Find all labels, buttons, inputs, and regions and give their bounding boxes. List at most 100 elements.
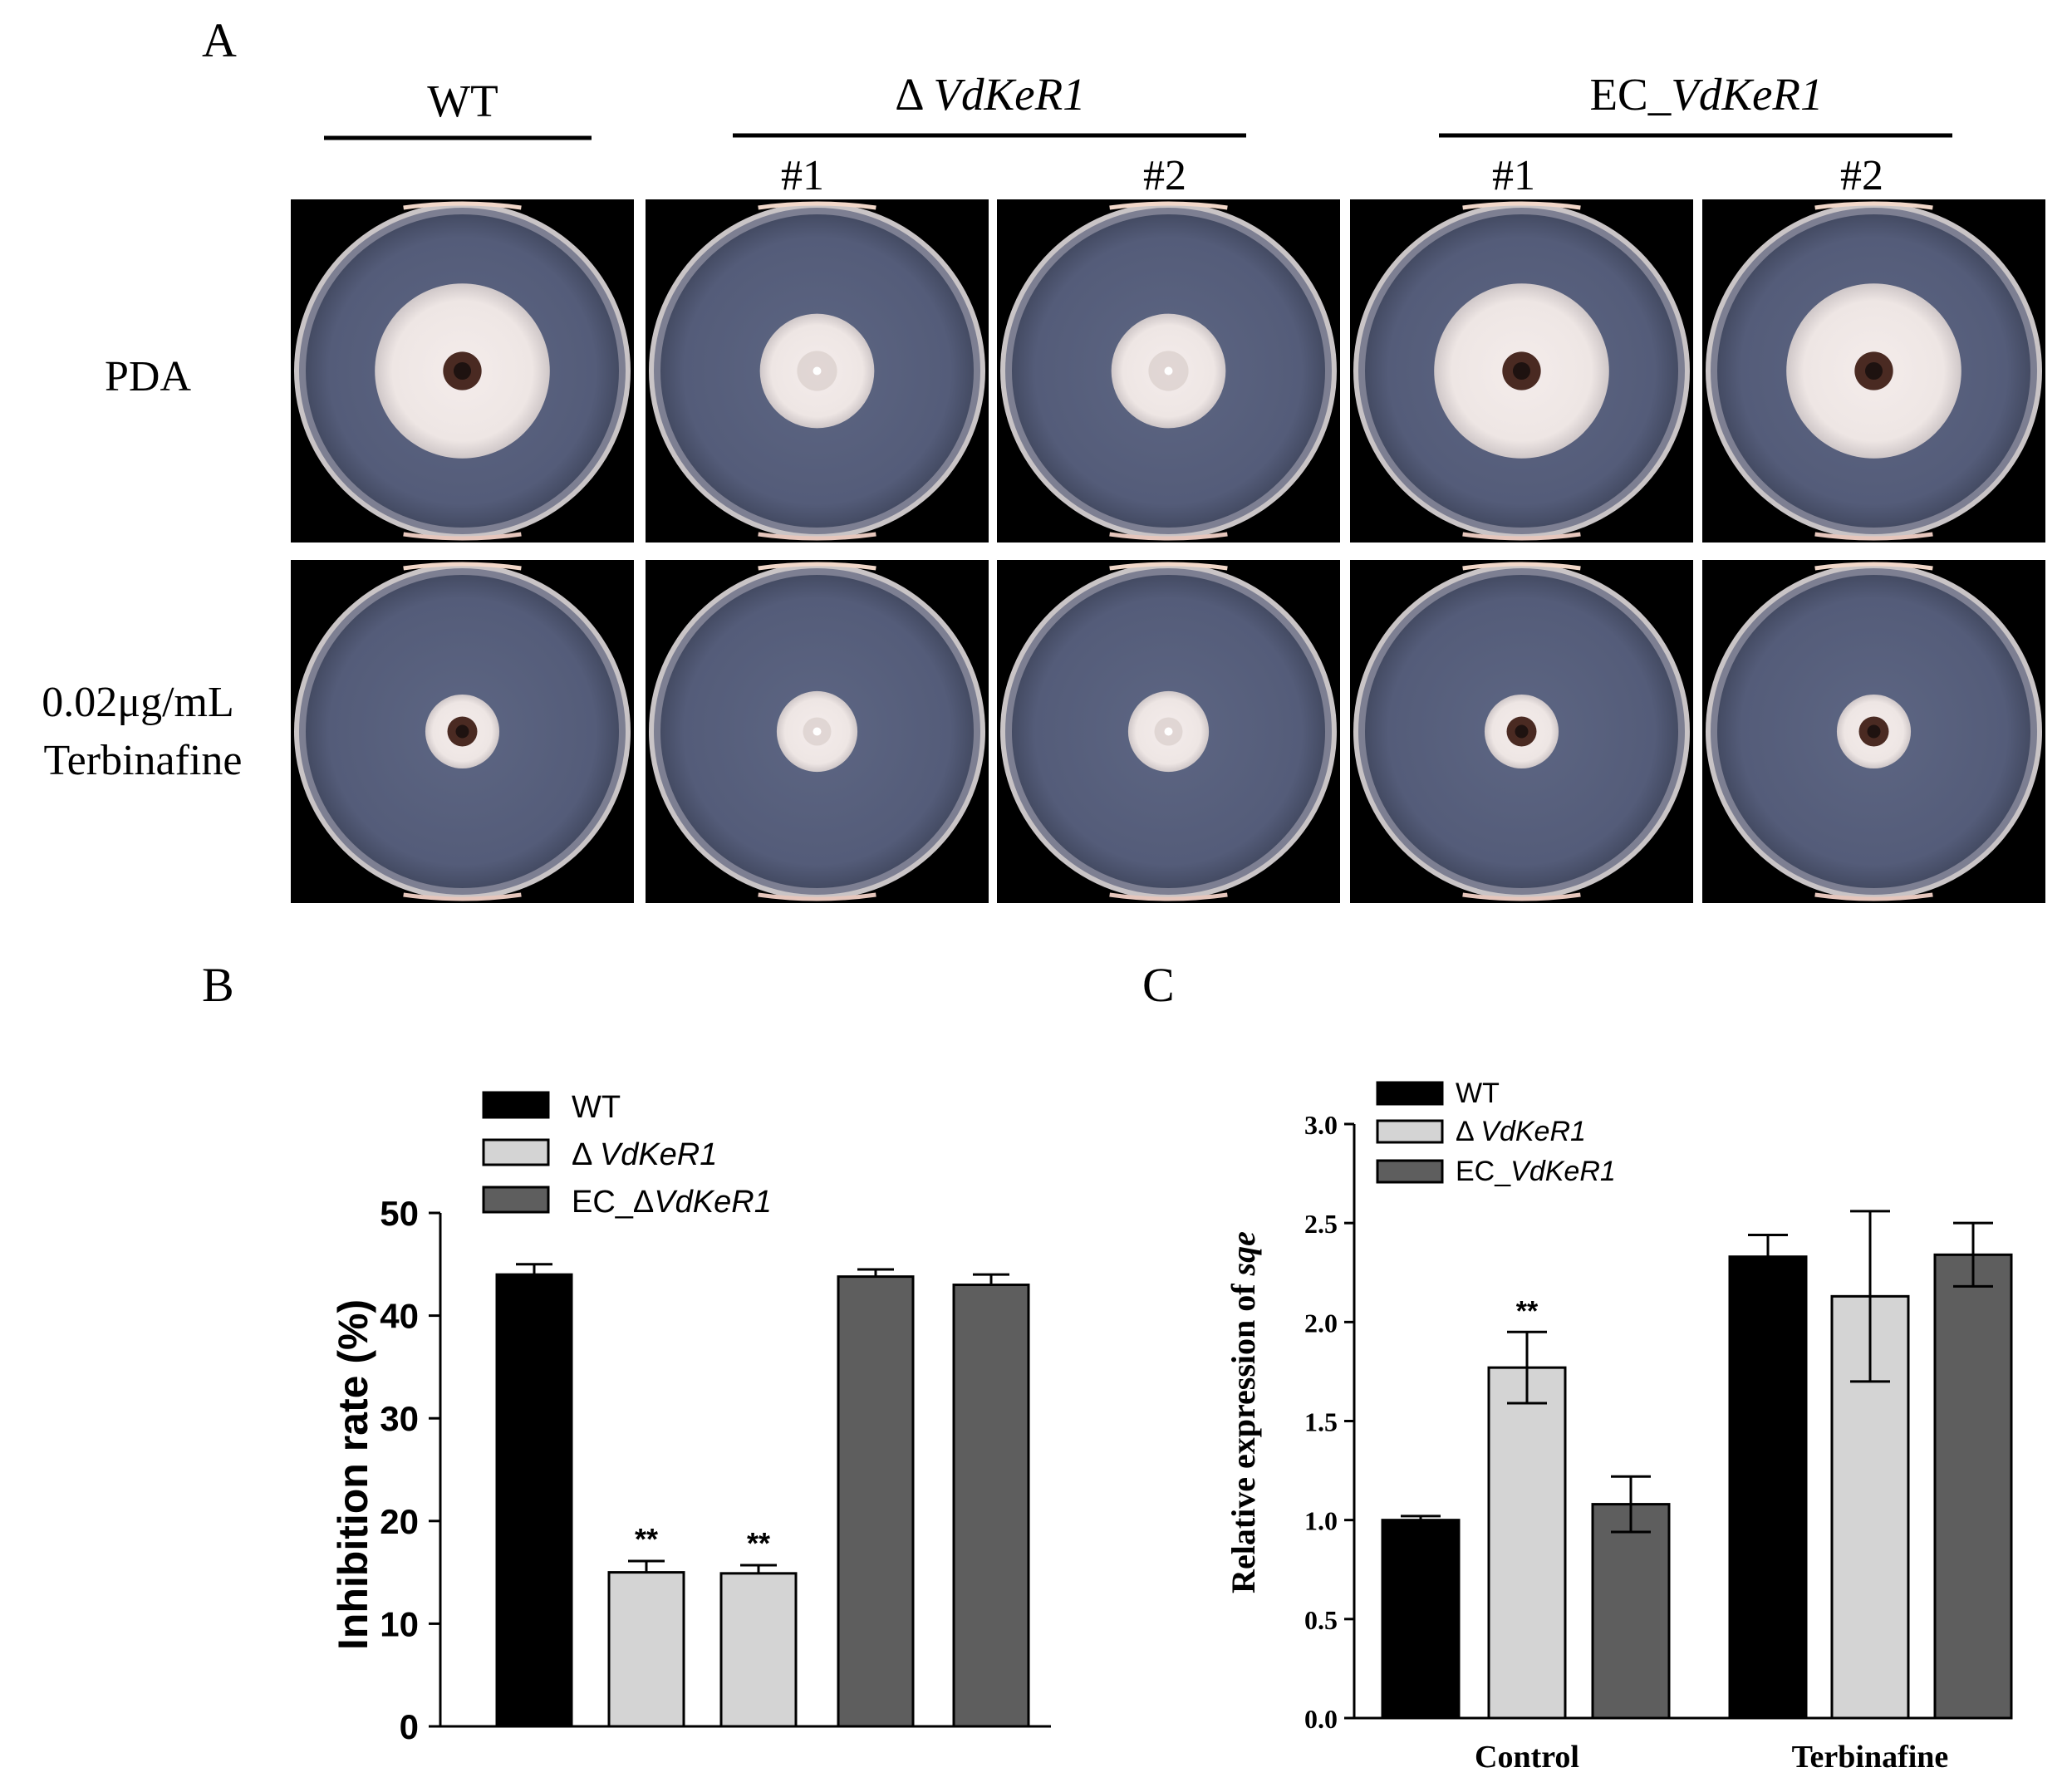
petri-dish-terb-1 <box>291 560 634 903</box>
sub-label-ko-2: #2 <box>1143 152 1186 199</box>
panel-c-label: C <box>1142 958 1175 1012</box>
chart-c-y-axis-label: Relative expression of sqe <box>1225 1231 1262 1593</box>
chart-b-legend-swatch <box>482 1186 550 1214</box>
colony-core <box>1164 366 1173 376</box>
chart-c-y-tick-label: 2.0 <box>1304 1308 1338 1338</box>
colony-core <box>1867 724 1881 739</box>
chart-b-bar-4 <box>837 1275 915 1728</box>
chart-b-legend-label: Δ VdKeR1 <box>572 1137 717 1172</box>
sub-label-ec-2: #2 <box>1840 152 1883 199</box>
row-label-terbinafine-line1: 0.02μg/mL <box>42 679 234 726</box>
dish-glare-top <box>403 562 522 571</box>
chart-c-bar <box>1487 1366 1567 1720</box>
chart-c-bar <box>1728 1255 1808 1720</box>
sub-label-ec-1: #1 <box>1492 152 1535 199</box>
chart-c-legend-swatch <box>1376 1119 1444 1144</box>
chart-c-legend-swatch <box>1376 1159 1444 1184</box>
chart-b-significance-label: ** <box>747 1526 770 1560</box>
chart-b-y-tick-label: 0 <box>400 1707 419 1746</box>
group-wt-label: WT <box>427 76 498 126</box>
chart-c-y-tick-label: 0.5 <box>1304 1605 1338 1635</box>
petri-dish-grid <box>291 199 2045 903</box>
chart-b-bar-3 <box>719 1572 798 1728</box>
dish-glare-top <box>403 201 522 210</box>
group-ec-label: EC_VdKeR1 <box>1589 69 1823 120</box>
colony-core <box>1512 361 1531 380</box>
dish-glare-bottom <box>1462 892 1581 901</box>
dish-glare-bottom <box>1462 532 1581 541</box>
chart-c-legend-label: EC_VdKeR1 <box>1456 1156 1616 1187</box>
colony-core <box>813 727 822 736</box>
chart-b-legend-label: WT <box>572 1090 621 1125</box>
colony-core <box>1864 361 1883 380</box>
dish-glare-top <box>1814 201 1933 210</box>
chart-c-legend-swatch <box>1376 1081 1444 1106</box>
chart-c-y-tick-label: 2.5 <box>1304 1209 1338 1239</box>
dish-glare-top <box>1814 562 1933 571</box>
chart-c-y-tick-label: 1.5 <box>1304 1407 1338 1437</box>
relative-expression-bar-chart: Relative expression of sqe WT Δ VdKeR1 EC_… <box>1225 1078 2013 1775</box>
chart-c-legend: WT Δ VdKeR1 EC_VdKeR1 <box>1376 1078 1616 1187</box>
petri-dish-terb-5 <box>1702 560 2045 903</box>
petri-dish-pda-2 <box>646 199 989 543</box>
chart-b-legend-swatch <box>482 1091 550 1119</box>
dish-glare-bottom <box>758 532 876 541</box>
chart-c-significance-label: ** <box>1516 1295 1539 1327</box>
inhibition-rate-bar-chart: Inhibition rate (%) WT Δ VdKeR1 EC_ΔVdKeR1… <box>330 1090 1051 1746</box>
chart-b-bar-1 <box>495 1273 573 1728</box>
chart-b-legend: WT Δ VdKeR1 EC_ΔVdKeR1 <box>482 1090 772 1220</box>
chart-c-y-tick-label: 3.0 <box>1304 1110 1338 1140</box>
sub-label-ko-1: #1 <box>781 152 824 199</box>
row-label-terbinafine-line2: Terbinafine <box>44 737 243 784</box>
chart-c-bar <box>1381 1519 1461 1720</box>
chart-c-bar <box>1933 1253 2013 1720</box>
chart-b-bar-2 <box>607 1571 685 1728</box>
dish-glare-bottom <box>758 892 876 901</box>
chart-b-legend-label: EC_ΔVdKeR1 <box>572 1185 772 1220</box>
dish-glare-top <box>1109 562 1228 571</box>
chart-c-y-tick-label: 1.0 <box>1304 1506 1338 1536</box>
group-ko-label: Δ VdKeR1 <box>895 69 1085 120</box>
chart-b-y-tick-label: 50 <box>380 1194 419 1233</box>
chart-c-y-tick-label: 0.0 <box>1304 1704 1338 1734</box>
colony-core <box>1164 727 1173 736</box>
chart-c-legend-label: Δ VdKeR1 <box>1456 1116 1586 1147</box>
colony-core <box>453 361 472 380</box>
petri-dish-pda-5 <box>1702 199 2045 543</box>
dish-glare-top <box>758 562 876 571</box>
chart-b-y-tick-label: 40 <box>380 1297 419 1336</box>
panel-a-group-headers: WT Δ VdKeR1 EC_VdKeR1 #1 #2 #1 #2 <box>324 69 1952 199</box>
dish-glare-top <box>758 201 876 210</box>
chart-c-x-category-label: Terbinafine <box>1792 1740 1949 1775</box>
dish-glare-top <box>1462 562 1581 571</box>
dish-glare-bottom <box>403 532 522 541</box>
petri-dish-pda-3 <box>997 199 1340 543</box>
chart-b-significance-label: ** <box>635 1522 658 1556</box>
petri-dish-terb-3 <box>997 560 1340 903</box>
petri-dish-terb-2 <box>646 560 989 903</box>
chart-c-axis: 0.0 0.5 1.0 1.5 2.0 2.5 3.0 Control Terbinafine <box>1304 1110 1994 1775</box>
chart-c-bars: ** <box>1381 1210 2013 1720</box>
chart-b-bars: ** ** <box>495 1263 1030 1728</box>
dish-glare-bottom <box>1814 532 1933 541</box>
row-label-pda: PDA <box>105 353 191 400</box>
chart-b-y-tick-label: 20 <box>380 1502 419 1541</box>
colony-core <box>1515 724 1529 739</box>
dish-glare-top <box>1462 201 1581 210</box>
chart-c-x-category-label: Control <box>1475 1740 1579 1775</box>
chart-b-y-tick-label: 30 <box>380 1399 419 1438</box>
panel-b-label: B <box>202 958 234 1012</box>
chart-b-legend-swatch <box>482 1138 550 1166</box>
petri-dish-terb-4 <box>1350 560 1693 903</box>
chart-c-bar <box>1591 1503 1671 1720</box>
petri-dish-pda-1 <box>291 199 634 543</box>
dish-glare-top <box>1109 201 1228 210</box>
dish-glare-bottom <box>403 892 522 901</box>
colony-core <box>813 366 822 376</box>
chart-b-axis: 0 10 20 30 40 50 <box>380 1194 1051 1746</box>
panel-a-label: A <box>202 13 237 67</box>
dish-glare-bottom <box>1109 892 1228 901</box>
chart-c-legend-label: WT <box>1456 1078 1500 1109</box>
dish-glare-bottom <box>1109 532 1228 541</box>
